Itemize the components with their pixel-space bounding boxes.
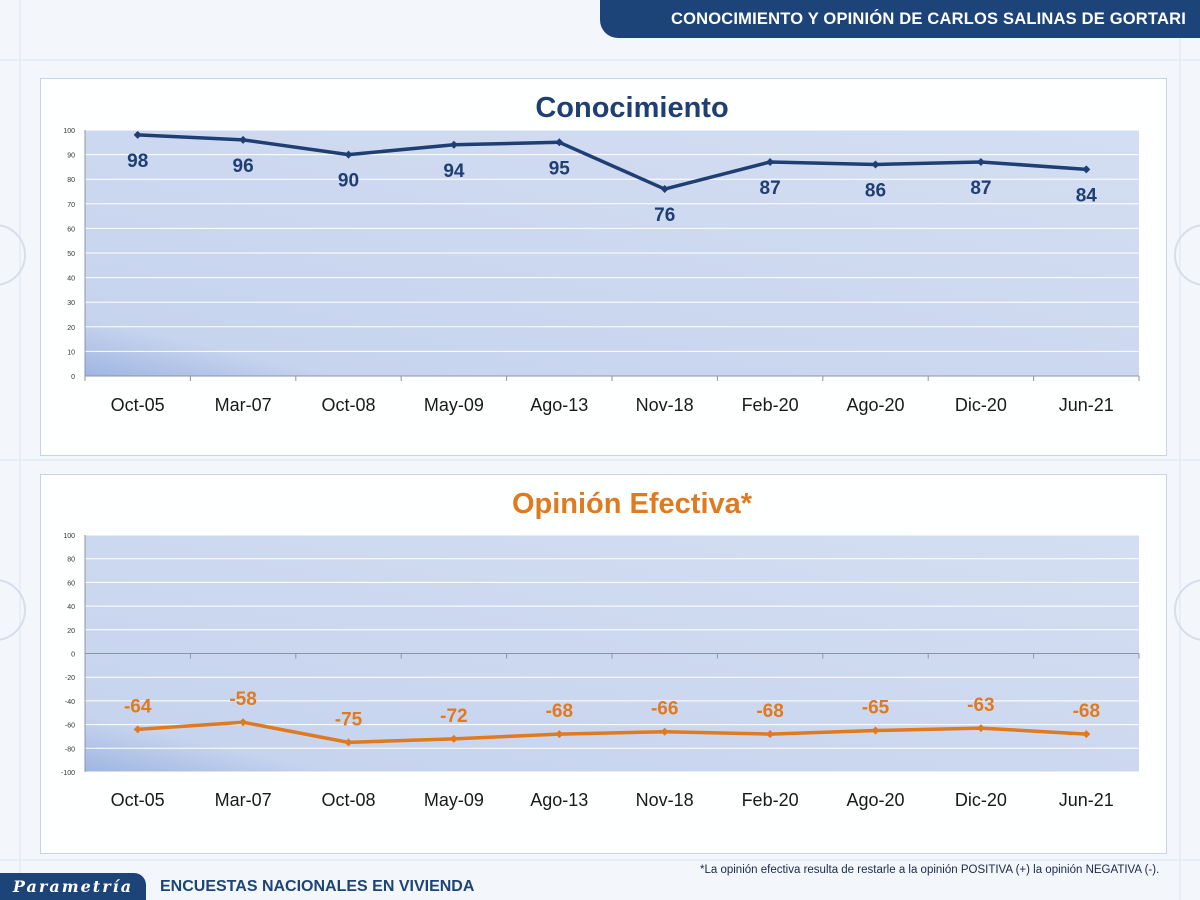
x-tick-label: Jun-21 [1059, 395, 1114, 415]
y-tick-label: 100 [63, 128, 75, 135]
x-tick-label: Ago-20 [846, 395, 904, 415]
x-tick-label: Oct-08 [321, 790, 375, 810]
y-tick-label: 20 [67, 628, 75, 635]
y-tick-label: 0 [71, 374, 75, 381]
data-label: 95 [549, 158, 571, 179]
data-point [1082, 730, 1091, 739]
y-tick-label: 10 [67, 349, 75, 356]
y-tick-label: 90 [67, 153, 75, 160]
x-tick-label: Dic-20 [955, 790, 1007, 810]
parametria-logo: Parametría [0, 873, 146, 900]
data-point [449, 140, 458, 149]
data-point [344, 150, 353, 159]
data-point [239, 718, 248, 727]
y-tick-label: -100 [61, 770, 75, 777]
x-tick-label: Jun-21 [1059, 790, 1114, 810]
opinion-efectiva-panel: Opinión Efectiva* -100 -80 -60 -40 -20 0 20 40 60… [40, 474, 1167, 854]
y-tick-label: 80 [67, 177, 75, 184]
y-tick-label: 100 [63, 533, 75, 540]
data-point [976, 157, 985, 166]
x-tick-label: May-09 [424, 395, 484, 415]
y-tick-label: 70 [67, 202, 75, 209]
data-label: 98 [127, 151, 148, 172]
header-bar: CONOCIMIENTO Y OPINIÓN DE CARLOS SALINAS… [600, 0, 1200, 38]
data-label: 84 [1076, 185, 1098, 206]
y-tick-label: 60 [67, 226, 75, 233]
y-tick-label: 50 [67, 251, 75, 258]
x-tick-label: Nov-18 [636, 790, 694, 810]
x-tick-label: Feb-20 [742, 790, 799, 810]
data-label: 90 [338, 171, 359, 192]
chart-title: Opinión Efectiva* [512, 488, 753, 520]
data-label: -66 [651, 699, 678, 720]
x-tick-label: Ago-13 [530, 395, 588, 415]
data-label: 94 [443, 161, 465, 182]
data-point [871, 160, 880, 169]
chart-title: Conocimiento [535, 92, 728, 124]
data-point [976, 724, 985, 733]
x-tick-label: Ago-20 [846, 790, 904, 810]
y-tick-label: 40 [67, 276, 75, 283]
data-point [133, 130, 142, 139]
data-point [871, 726, 880, 735]
data-label: -64 [124, 696, 152, 717]
y-tick-label: 40 [67, 604, 75, 611]
data-point [660, 727, 669, 736]
page-title: CONOCIMIENTO Y OPINIÓN DE CARLOS SALINAS… [670, 9, 1186, 28]
series-line [137, 720, 1087, 745]
x-tick-label: Dic-20 [955, 395, 1007, 415]
data-point [344, 738, 353, 747]
data-point [766, 730, 775, 739]
y-tick-label: 0 [71, 652, 75, 659]
data-label: -68 [756, 701, 783, 722]
data-label: -68 [1073, 701, 1100, 722]
y-tick-label: -40 [65, 699, 75, 706]
x-tick-label: Ago-13 [530, 790, 588, 810]
data-point [555, 138, 564, 147]
conocimiento-chart: Conocimiento 0 10 20 30 40 50 60 70 80 90 100 Oct-05… [63, 92, 1140, 415]
data-label: -65 [862, 698, 890, 719]
x-tick-label: Oct-08 [321, 395, 375, 415]
data-label: -58 [229, 689, 256, 710]
data-label: 96 [233, 156, 254, 177]
data-point [660, 185, 669, 194]
y-tick-label: 80 [67, 557, 75, 564]
y-tick-label: -60 [65, 723, 75, 730]
data-label: 87 [970, 178, 991, 199]
data-label: -63 [967, 695, 994, 716]
x-tick-label: Feb-20 [742, 395, 799, 415]
footnote: *La opinión efectiva resulta de restarle… [700, 864, 1160, 876]
data-point [239, 135, 248, 144]
conocimiento-panel: Conocimiento 0 10 20 30 40 50 60 70 80 90 100 Oct-05… [40, 78, 1167, 456]
x-tick-label: Nov-18 [636, 395, 694, 415]
series-line [137, 133, 1087, 191]
footer-subtitle: ENCUESTAS NACIONALES EN VIVIENDA [160, 878, 475, 895]
data-label: -68 [546, 701, 573, 722]
data-label: -75 [335, 709, 363, 730]
data-point [555, 730, 564, 739]
data-label: 87 [760, 178, 781, 199]
y-tick-label: 60 [67, 580, 75, 587]
x-tick-label: Oct-05 [111, 790, 165, 810]
y-tick-label: -80 [65, 746, 75, 753]
data-label: 76 [654, 205, 675, 226]
x-tick-label: Oct-05 [111, 395, 165, 415]
data-label: -72 [440, 706, 467, 727]
y-tick-label: 20 [67, 325, 75, 332]
data-point [133, 725, 142, 734]
x-tick-label: May-09 [424, 790, 484, 810]
data-label: 86 [865, 180, 886, 201]
y-tick-label: -20 [65, 675, 75, 682]
data-point [1082, 165, 1091, 174]
y-tick-label: 30 [67, 300, 75, 307]
opinion-efectiva-chart: Opinión Efectiva* -100 -80 -60 -40 -20 0 20 40 60… [61, 488, 1140, 810]
data-point [766, 157, 775, 166]
x-tick-label: Mar-07 [215, 790, 272, 810]
data-point [449, 734, 458, 743]
x-tick-label: Mar-07 [215, 395, 272, 415]
